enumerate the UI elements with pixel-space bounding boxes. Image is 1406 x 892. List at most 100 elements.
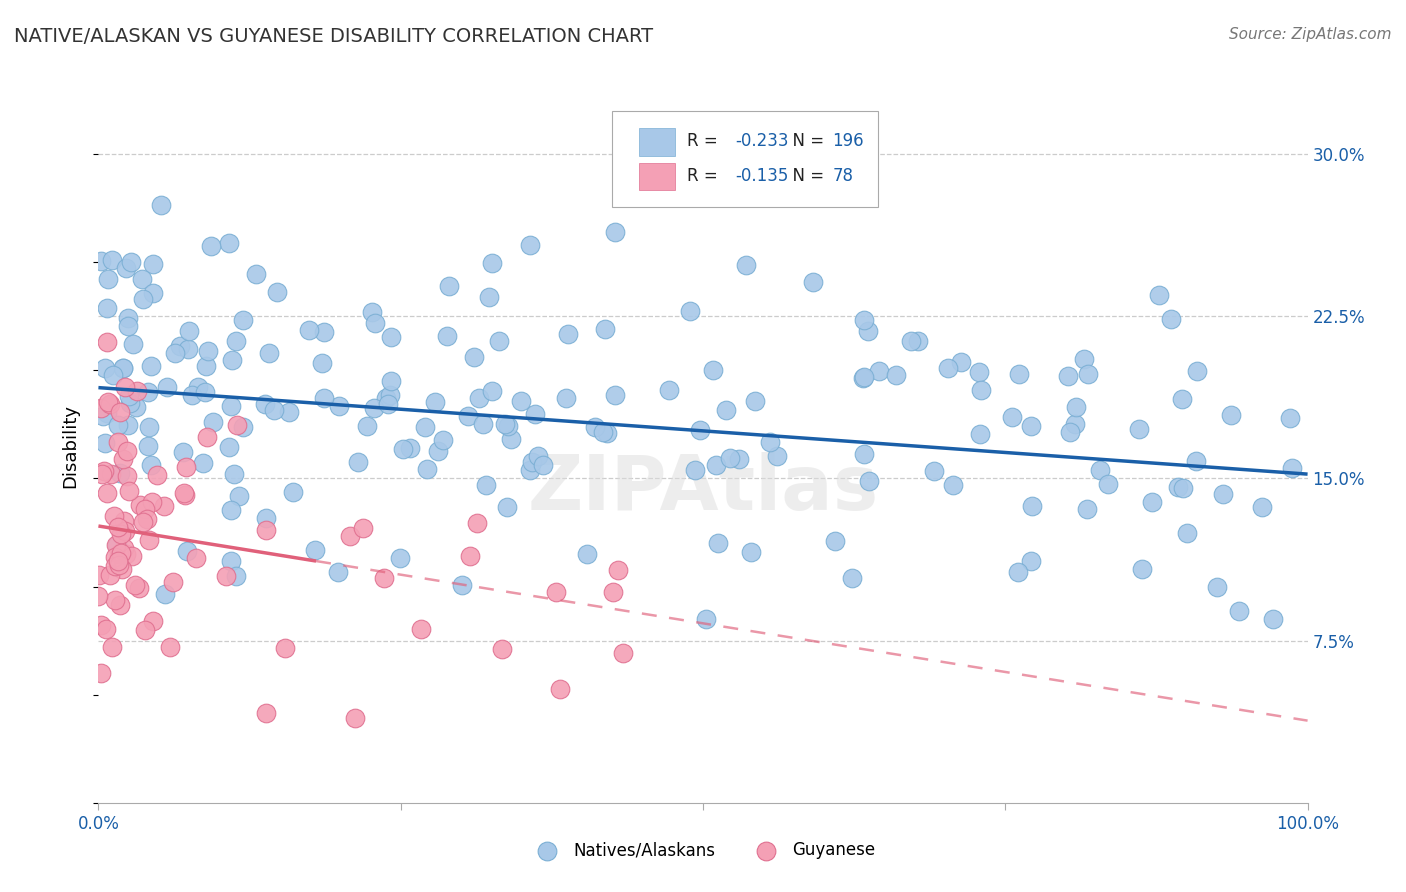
Point — [219, 554, 242, 568]
Point — [107, 558, 129, 572]
Point — [256, 523, 278, 537]
Point — [856, 324, 879, 338]
Point — [437, 279, 460, 293]
Point — [969, 383, 991, 397]
Point — [520, 455, 543, 469]
Point — [1057, 369, 1080, 384]
Point — [432, 434, 454, 448]
Point — [195, 430, 218, 444]
Point — [436, 329, 458, 343]
Point — [110, 527, 132, 541]
Point — [942, 478, 965, 492]
Point — [103, 508, 125, 523]
Text: Source: ZipAtlas.com: Source: ZipAtlas.com — [1229, 27, 1392, 42]
FancyBboxPatch shape — [638, 162, 675, 190]
Point — [377, 396, 399, 410]
Point — [96, 301, 118, 315]
Point — [1160, 311, 1182, 326]
Point — [374, 391, 396, 405]
Point — [702, 363, 724, 377]
Point — [117, 319, 139, 334]
Point — [114, 380, 136, 394]
Point — [399, 441, 422, 455]
Text: -0.135: -0.135 — [735, 168, 789, 186]
Point — [415, 461, 437, 475]
Point — [714, 402, 737, 417]
Point — [868, 364, 890, 378]
Point — [266, 285, 288, 299]
Point — [176, 544, 198, 558]
Point — [107, 435, 129, 450]
Point — [1073, 352, 1095, 367]
Point — [194, 384, 217, 399]
Point — [471, 417, 494, 431]
Point — [100, 467, 122, 482]
Point — [283, 485, 305, 500]
Point — [531, 458, 554, 473]
Point — [478, 290, 501, 304]
Point — [225, 418, 247, 433]
Point — [758, 434, 780, 449]
Point — [766, 449, 789, 463]
Point — [139, 458, 162, 473]
Point — [218, 441, 240, 455]
Point — [125, 400, 148, 414]
Point — [117, 418, 139, 433]
Text: R =: R = — [688, 132, 723, 150]
Point — [218, 236, 240, 251]
Point — [373, 571, 395, 585]
Point — [114, 261, 136, 276]
Point — [1175, 525, 1198, 540]
Point — [969, 426, 991, 441]
Point — [1205, 580, 1227, 594]
Point — [278, 405, 301, 419]
Point — [107, 520, 129, 534]
Point — [127, 384, 149, 398]
Point — [679, 303, 702, 318]
Point — [120, 396, 142, 410]
Point — [104, 549, 127, 564]
Point — [727, 451, 749, 466]
Point — [159, 640, 181, 655]
Point — [104, 559, 127, 574]
Point — [1064, 400, 1087, 414]
Point — [852, 447, 875, 461]
Point — [232, 313, 254, 327]
Point — [124, 578, 146, 592]
Point — [142, 614, 165, 628]
Point — [1149, 288, 1171, 302]
Point — [499, 433, 522, 447]
Point — [112, 360, 135, 375]
Point — [146, 468, 169, 483]
Point — [115, 547, 138, 561]
Point — [509, 394, 531, 409]
Point — [197, 344, 219, 359]
Point — [312, 325, 335, 339]
Point — [388, 550, 411, 565]
Point — [110, 599, 132, 613]
Point — [900, 334, 922, 349]
Point — [118, 483, 141, 498]
Point — [94, 436, 117, 450]
Legend: Natives/Alaskans, Guyanese: Natives/Alaskans, Guyanese — [524, 835, 882, 866]
Point — [409, 622, 432, 636]
Point — [1173, 481, 1195, 495]
Point — [132, 292, 155, 306]
Point — [142, 257, 165, 271]
Point — [949, 355, 972, 369]
Point — [607, 562, 630, 576]
Point — [922, 464, 945, 478]
Point — [90, 254, 112, 268]
Point — [458, 549, 481, 563]
Point — [121, 549, 143, 563]
Point — [1130, 562, 1153, 576]
Point — [195, 359, 218, 373]
Point — [364, 316, 387, 330]
Point — [128, 581, 150, 595]
Point — [380, 329, 402, 343]
Point — [94, 361, 117, 376]
Point — [221, 399, 243, 413]
Point — [202, 415, 225, 429]
Point — [328, 565, 350, 579]
Point — [138, 533, 160, 548]
